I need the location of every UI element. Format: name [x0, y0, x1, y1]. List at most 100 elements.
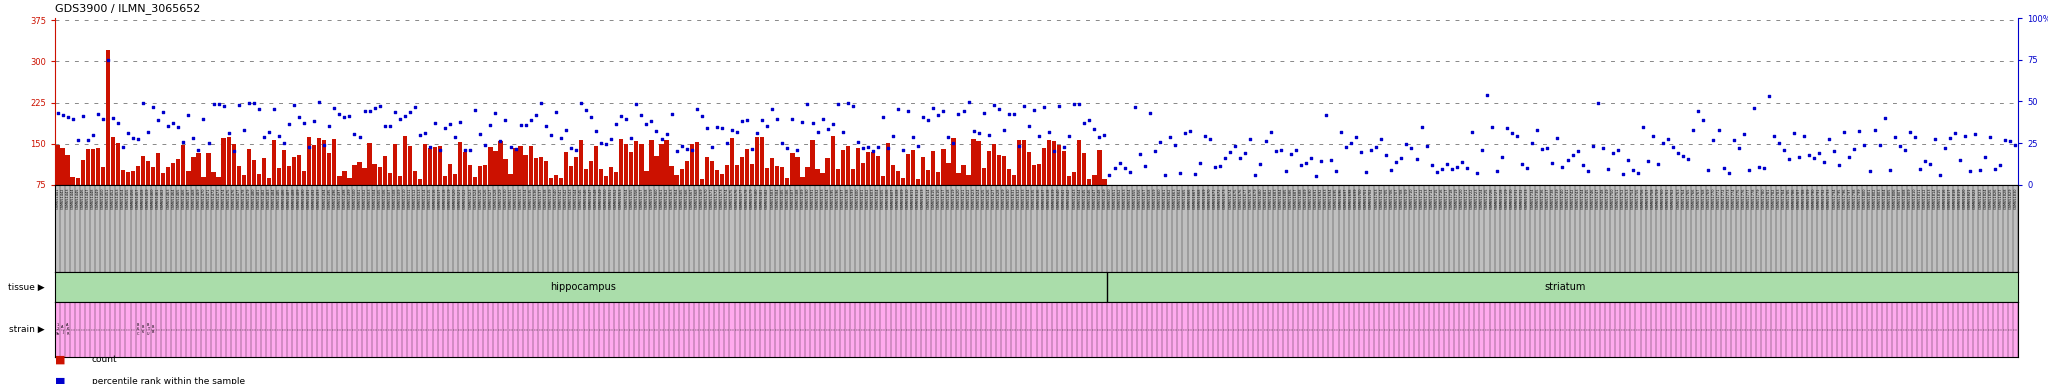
- Text: GSM651748: GSM651748: [1602, 188, 1606, 209]
- Bar: [332, 139, 336, 185]
- Text: GSM651607: GSM651607: [891, 188, 895, 209]
- Bar: [1409, 185, 1413, 207]
- Point: [1833, 154, 1866, 161]
- Bar: [1585, 185, 1589, 209]
- Point: [1436, 166, 1468, 172]
- Point: [907, 114, 940, 120]
- Text: GSM651494: GSM651494: [322, 188, 326, 209]
- Text: GSM651775: GSM651775: [1737, 188, 1741, 209]
- Text: GSM651516: GSM651516: [432, 188, 436, 209]
- Point: [1985, 162, 2017, 168]
- Text: GSM651606: GSM651606: [887, 188, 891, 209]
- Bar: [1298, 185, 1303, 220]
- Point: [918, 104, 950, 111]
- Point: [55, 116, 88, 122]
- Point: [891, 108, 924, 114]
- Bar: [1319, 185, 1323, 219]
- Text: GSM651757: GSM651757: [1647, 188, 1651, 209]
- Bar: [1249, 185, 1253, 207]
- Text: GSM651441: GSM651441: [55, 188, 59, 209]
- Bar: [100, 167, 104, 185]
- Text: GSM651514: GSM651514: [424, 188, 426, 209]
- Bar: [981, 168, 985, 185]
- Text: GSM651763: GSM651763: [1675, 188, 1679, 209]
- Point: [1004, 143, 1036, 149]
- Point: [569, 107, 602, 113]
- Text: GSM651730: GSM651730: [1509, 188, 1513, 209]
- Text: GSM651556: GSM651556: [635, 188, 639, 209]
- Point: [1647, 139, 1679, 146]
- Bar: [514, 148, 518, 185]
- Bar: [811, 140, 815, 185]
- Point: [938, 140, 971, 146]
- Bar: [895, 171, 901, 185]
- Bar: [639, 144, 643, 185]
- Point: [444, 119, 477, 125]
- Bar: [1036, 164, 1040, 185]
- Text: GSM651669: GSM651669: [1202, 188, 1206, 209]
- Bar: [1712, 185, 1716, 215]
- Text: GSM651545: GSM651545: [580, 188, 584, 209]
- Point: [1964, 167, 1997, 173]
- Point: [922, 112, 954, 118]
- Text: GSM651619: GSM651619: [952, 188, 956, 209]
- Text: GSM651600: GSM651600: [856, 188, 860, 209]
- Point: [438, 134, 471, 140]
- Point: [1743, 164, 1776, 170]
- Text: GSM651805: GSM651805: [1888, 188, 1892, 209]
- Point: [162, 124, 195, 130]
- Point: [66, 113, 98, 119]
- Text: GSM651492: GSM651492: [311, 188, 315, 209]
- Text: GSM651814: GSM651814: [1933, 188, 1937, 209]
- Bar: [1489, 185, 1495, 214]
- Point: [1792, 152, 1825, 158]
- Point: [1546, 164, 1579, 170]
- Point: [47, 112, 80, 118]
- Text: GSM651708: GSM651708: [1399, 188, 1403, 209]
- Text: GSM651824: GSM651824: [1982, 188, 1987, 209]
- Text: GSM651674: GSM651674: [1229, 188, 1233, 209]
- Text: GSM651688: GSM651688: [1298, 188, 1303, 209]
- Text: GSM651584: GSM651584: [776, 188, 780, 209]
- Point: [1391, 141, 1423, 147]
- Point: [1788, 132, 1821, 139]
- Point: [610, 116, 643, 122]
- Point: [1309, 112, 1341, 118]
- Text: GSM651475: GSM651475: [227, 188, 231, 209]
- Point: [1294, 155, 1327, 161]
- Text: GSM651618: GSM651618: [946, 188, 950, 209]
- Bar: [870, 152, 874, 185]
- Bar: [705, 157, 709, 185]
- Text: GSM651742: GSM651742: [1571, 188, 1575, 209]
- Text: GSM651510: GSM651510: [403, 188, 408, 209]
- Text: GSM651759: GSM651759: [1657, 188, 1661, 209]
- Text: GSM651718: GSM651718: [1450, 188, 1454, 209]
- Text: GSM651490: GSM651490: [303, 188, 305, 209]
- Bar: [791, 153, 795, 185]
- Text: GSM651445: GSM651445: [76, 188, 80, 209]
- Bar: [1661, 185, 1665, 220]
- Point: [1249, 138, 1282, 144]
- Point: [147, 109, 180, 115]
- Text: GSM651695: GSM651695: [1333, 188, 1337, 209]
- Text: GSM651804: GSM651804: [1882, 188, 1886, 209]
- Text: GSM651677: GSM651677: [1243, 188, 1247, 209]
- Point: [242, 106, 274, 112]
- Point: [1253, 129, 1286, 135]
- Text: GSM651647: GSM651647: [1092, 188, 1096, 209]
- Point: [1364, 136, 1397, 142]
- Bar: [1526, 185, 1530, 196]
- Bar: [1475, 185, 1479, 212]
- Point: [1063, 101, 1096, 107]
- Text: GSM651580: GSM651580: [756, 188, 760, 209]
- Bar: [1972, 185, 1978, 219]
- Point: [956, 128, 989, 134]
- Bar: [573, 157, 578, 185]
- Text: GSM651794: GSM651794: [1833, 188, 1837, 209]
- Bar: [342, 171, 346, 185]
- Point: [424, 147, 457, 153]
- Point: [373, 123, 406, 129]
- Text: GSM651638: GSM651638: [1047, 188, 1051, 209]
- Point: [631, 121, 664, 127]
- Point: [137, 104, 170, 110]
